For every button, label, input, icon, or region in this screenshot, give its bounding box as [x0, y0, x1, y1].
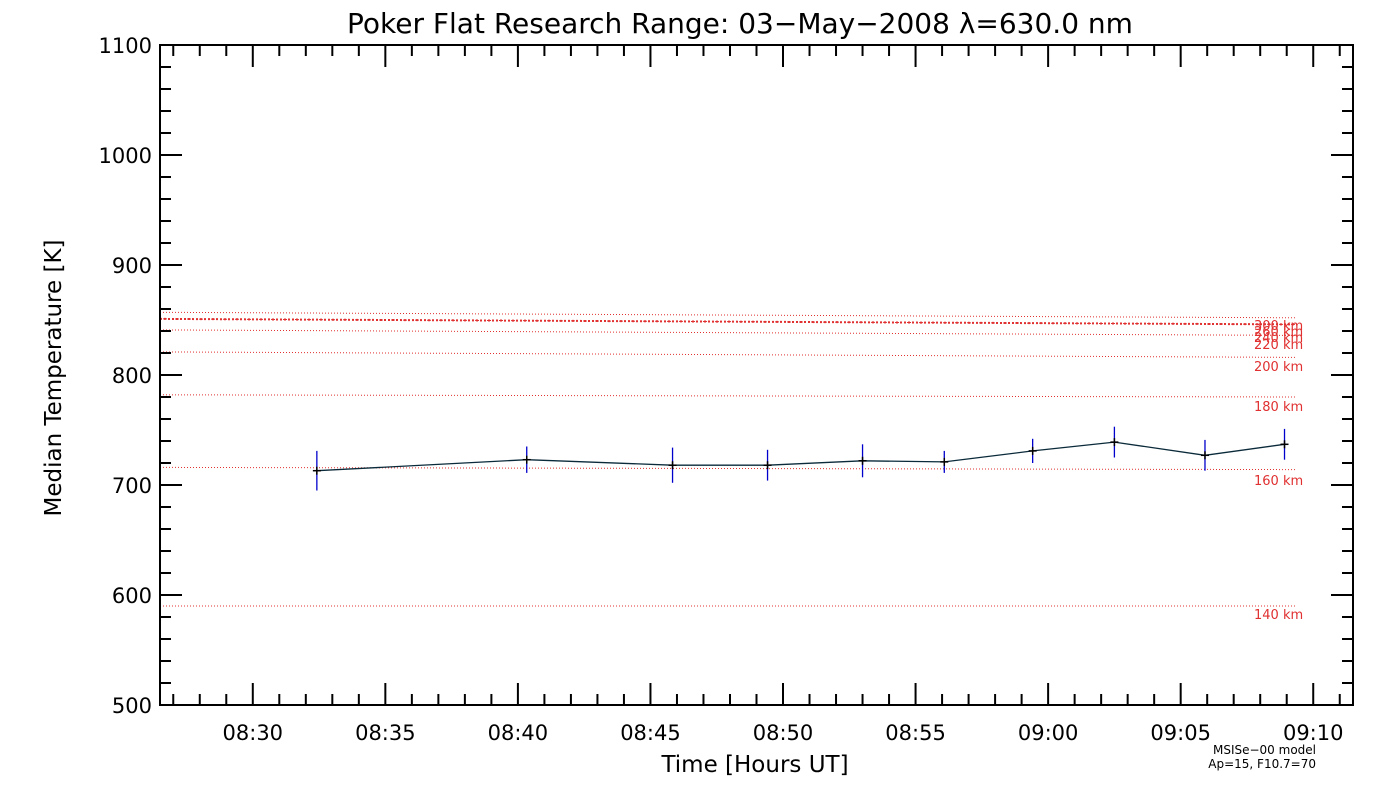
- model-label: 200 km: [1254, 360, 1303, 375]
- model-note-line-1: MSISe−00 model: [1213, 743, 1316, 757]
- x-tick-label: 09:10: [1283, 721, 1344, 745]
- x-axis-label: Time [Hours UT]: [660, 752, 848, 778]
- y-tick-label: 700: [112, 474, 152, 498]
- x-tick-label: 08:35: [355, 721, 416, 745]
- x-tick-label: 08:40: [488, 721, 549, 745]
- series-layer: [312, 426, 1289, 491]
- model-label: 220 km: [1254, 338, 1303, 353]
- model-line: [159, 351, 1298, 358]
- y-tick-label: 1100: [99, 34, 152, 58]
- model-line: [159, 329, 1298, 336]
- y-tick-label: 900: [112, 254, 152, 278]
- model-label: 300 km: [1254, 319, 1303, 334]
- y-axis-label: Median Temperature [K]: [41, 240, 67, 517]
- model-line: [159, 466, 1298, 471]
- model-label: 140 km: [1254, 608, 1303, 623]
- x-tick-label: 09:00: [1018, 721, 1079, 745]
- model-label: 260 km: [1254, 325, 1303, 340]
- x-tick-label: 09:05: [1150, 721, 1211, 745]
- model-label: 240 km: [1254, 331, 1303, 346]
- x-tick-label: 08:45: [620, 721, 681, 745]
- model-lines: [159, 311, 1298, 607]
- model-line-emphasis: [159, 317, 1298, 326]
- chart-title: Poker Flat Research Range: 03−May−2008 λ…: [347, 7, 1133, 40]
- model-label: 180 km: [1254, 400, 1303, 415]
- model-line: [159, 311, 1298, 319]
- axes-layer: 500 600 700 800 900 1000 1100 08:30 08:35 08:40 08…: [99, 34, 1354, 745]
- x-tick-label: 08:50: [753, 721, 814, 745]
- series-line: [316, 441, 1285, 472]
- model-label: 160 km: [1254, 474, 1303, 489]
- x-tick-label: 08:55: [885, 721, 946, 745]
- model-line: [159, 394, 1298, 398]
- y-tick-label: 600: [112, 584, 152, 608]
- y-tick-label: 1000: [99, 144, 152, 168]
- x-tick-label: 08:30: [223, 721, 284, 745]
- y-tick-label: 500: [112, 694, 152, 718]
- model-note-line-2: Ap=15, F10.7=70: [1208, 757, 1316, 771]
- y-tick-label: 800: [112, 364, 152, 388]
